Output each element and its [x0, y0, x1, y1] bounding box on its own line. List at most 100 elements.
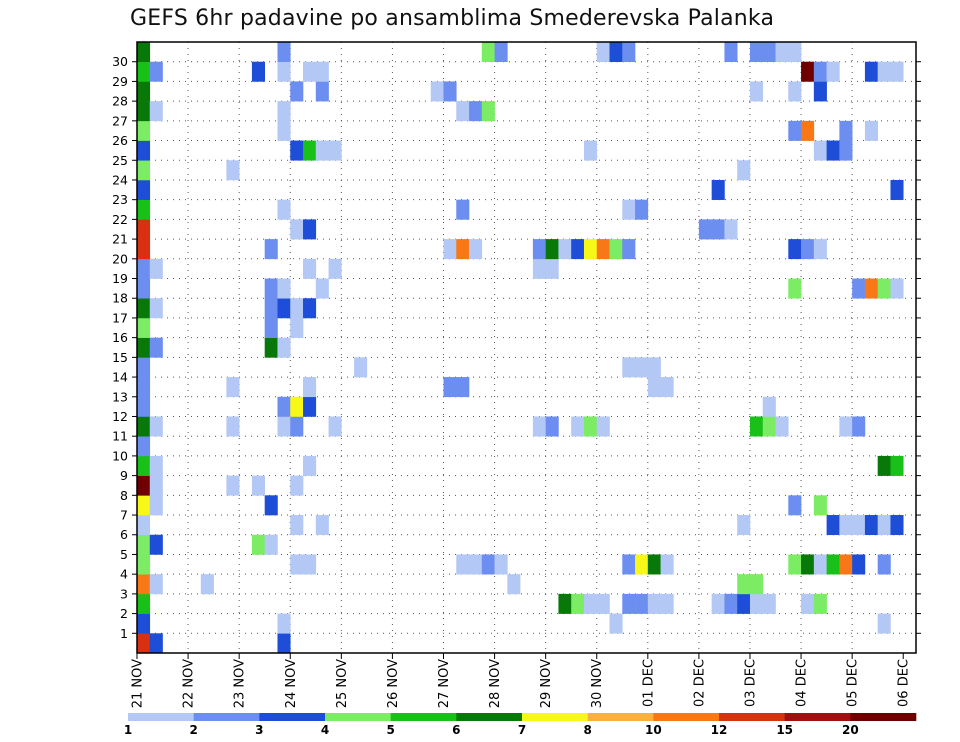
y-tick-label: 12 [112, 409, 128, 424]
heatmap-cell [788, 278, 802, 299]
heatmap-cell [635, 357, 649, 378]
colorbar-label: 7 [518, 723, 526, 737]
colorbar-segment [456, 713, 523, 721]
x-tick-label: 25 NOV [335, 659, 350, 708]
heatmap-cell [137, 515, 151, 536]
heatmap-cell [137, 455, 151, 476]
heatmap-cell [303, 298, 317, 319]
y-tick-label: 20 [112, 251, 128, 266]
heatmap-cell [494, 554, 508, 575]
heatmap-cell [647, 593, 661, 614]
heatmap-cell [328, 416, 342, 437]
heatmap-cell [571, 416, 585, 437]
heatmap-cell [277, 278, 291, 299]
heatmap-cell [813, 140, 827, 161]
y-tick-label: 3 [120, 586, 128, 601]
y-tick-label: 9 [120, 468, 128, 483]
heatmap-cell [571, 239, 585, 260]
heatmap-cell [864, 120, 878, 141]
heatmap-cell [877, 554, 891, 575]
heatmap-cell [149, 574, 163, 595]
y-tick-label: 11 [112, 429, 128, 444]
colorbar-label: 15 [776, 723, 793, 737]
heatmap-cell [647, 377, 661, 398]
heatmap-cell [877, 455, 891, 476]
heatmap-cell [724, 219, 738, 240]
heatmap-cell [137, 495, 151, 516]
heatmap-cell [456, 101, 470, 122]
heatmap-cell [137, 337, 151, 358]
heatmap-cell [622, 554, 636, 575]
heatmap-cell [864, 515, 878, 536]
heatmap-cell [826, 515, 840, 536]
heatmap-cell [583, 239, 598, 260]
heatmap-cell [315, 278, 329, 299]
colorbar-segment [719, 713, 785, 721]
colorbar-segment [522, 713, 588, 721]
colorbar-label: 4 [321, 723, 329, 737]
heatmap-cell [137, 101, 151, 122]
heatmap-cell [137, 199, 151, 220]
y-tick-label: 15 [112, 350, 128, 365]
heatmap-cell [609, 239, 623, 260]
heatmap-cell [137, 396, 151, 417]
heatmap-cell [711, 179, 725, 200]
heatmap-cell [149, 61, 163, 82]
heatmap-cell [149, 534, 163, 555]
heatmap-cell [596, 416, 610, 437]
heatmap-cell [137, 613, 151, 634]
heatmap-cell [801, 593, 815, 614]
heatmap-cell [558, 239, 572, 260]
colorbar-label: 6 [452, 723, 460, 737]
chart-title: GEFS 6hr padavine po ansamblima Smederev… [130, 6, 775, 31]
heatmap-cell [839, 140, 853, 161]
y-tick-label: 27 [112, 113, 128, 128]
heatmap-cell [303, 554, 317, 575]
heatmap-cell [303, 219, 317, 240]
heatmap-cell [290, 475, 304, 496]
heatmap-cell [315, 81, 329, 102]
heatmap-cell [801, 554, 815, 575]
heatmap-cell [303, 455, 317, 476]
heatmap-cell [481, 42, 495, 63]
heatmap-cell [788, 495, 802, 516]
colorbar-label: 20 [842, 723, 859, 737]
heatmap-cell [149, 337, 163, 358]
heatmap-cell [813, 81, 827, 102]
y-tick-label: 4 [120, 567, 128, 582]
heatmap-cell [277, 199, 291, 220]
heatmap-cell [852, 278, 866, 299]
heatmap-cell [315, 61, 329, 82]
heatmap-cell [762, 593, 776, 614]
heatmap-cell [264, 278, 278, 299]
heatmap-cell [149, 495, 163, 516]
heatmap-cell [456, 377, 470, 398]
heatmap-cell [737, 574, 751, 595]
colorbar-segment [128, 713, 194, 721]
x-tick-label: 28 NOV [488, 659, 503, 708]
heatmap-cell [890, 61, 904, 82]
y-tick-label: 23 [112, 192, 128, 207]
heatmap-cell [469, 239, 483, 260]
heatmap-cell [137, 633, 151, 654]
heatmap-cell [826, 140, 840, 161]
heatmap-cell [149, 101, 163, 122]
heatmap-cell [264, 239, 278, 260]
heatmap-cell [443, 377, 457, 398]
colorbar-label: 2 [189, 723, 197, 737]
heatmap-cell [801, 61, 815, 82]
x-tick-label: 24 NOV [284, 659, 299, 708]
heatmap-cell [596, 42, 610, 63]
x-tick-label: 02 DEC [692, 659, 707, 707]
heatmap-cell [149, 633, 163, 654]
heatmap-cell [137, 436, 151, 457]
heatmap-cell [647, 554, 661, 575]
y-tick-label: 10 [112, 448, 128, 463]
heatmap-cell [315, 515, 329, 536]
x-tick-label: 01 DEC [641, 659, 656, 707]
plot-frame [136, 41, 917, 654]
heatmap-cell [788, 239, 802, 260]
y-tick-label: 18 [112, 291, 128, 306]
heatmap-cell [277, 42, 291, 63]
